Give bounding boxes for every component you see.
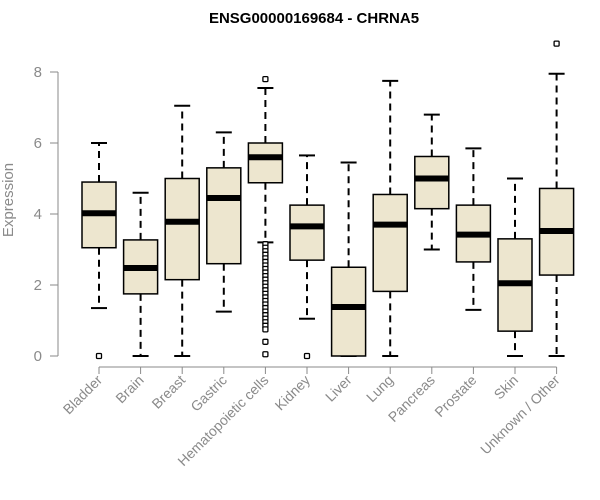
x-tick-label: Breast xyxy=(148,372,188,412)
y-tick-label: 8 xyxy=(34,64,42,81)
box-group xyxy=(206,131,242,313)
box-iqr xyxy=(289,204,325,261)
box-group xyxy=(538,40,575,357)
box-group xyxy=(455,147,492,311)
box-iqr xyxy=(414,155,450,210)
y-axis-label: Expression xyxy=(0,163,17,237)
y-tick-label: 0 xyxy=(34,348,42,365)
y-axis: 0 2 4 6 8 xyxy=(34,64,59,365)
outlier-point xyxy=(95,352,103,360)
outlier-point xyxy=(262,338,269,345)
box-group xyxy=(81,142,117,360)
box-iqr xyxy=(247,142,284,184)
box-group xyxy=(414,113,450,251)
y-tick-label: 2 xyxy=(34,277,42,294)
outlier-point xyxy=(262,75,269,83)
box-iqr xyxy=(206,167,242,265)
x-tick-label: Skin xyxy=(491,372,522,403)
box-group xyxy=(497,177,533,357)
x-tick-label: Lung xyxy=(363,372,396,405)
outlier-point xyxy=(303,352,311,360)
outlier-point xyxy=(553,40,560,47)
box-group xyxy=(164,104,200,357)
x-tick-label: Brain xyxy=(112,372,146,406)
x-tick-label: Liver xyxy=(322,372,355,405)
box-group xyxy=(372,79,408,357)
box-iqr xyxy=(372,193,408,293)
boxes-layer xyxy=(81,40,575,360)
x-tick-label: Kidney xyxy=(272,372,314,414)
box-group xyxy=(247,75,284,358)
outlier-point xyxy=(262,326,269,333)
outlier-point xyxy=(262,351,269,358)
y-tick-label: 4 xyxy=(34,206,42,223)
box-group xyxy=(289,154,325,360)
x-tick-label: Unknown / Other xyxy=(477,372,563,458)
y-tick-label: 6 xyxy=(34,135,42,152)
x-tick-label: Prostate xyxy=(431,372,479,420)
box-group xyxy=(122,191,159,357)
box-group xyxy=(330,161,367,357)
box-iqr xyxy=(330,266,367,357)
chart-title: ENSG00000169684 - CHRNA5 xyxy=(209,10,419,27)
x-tick-label: Bladder xyxy=(60,372,106,418)
box-iqr xyxy=(164,177,200,281)
